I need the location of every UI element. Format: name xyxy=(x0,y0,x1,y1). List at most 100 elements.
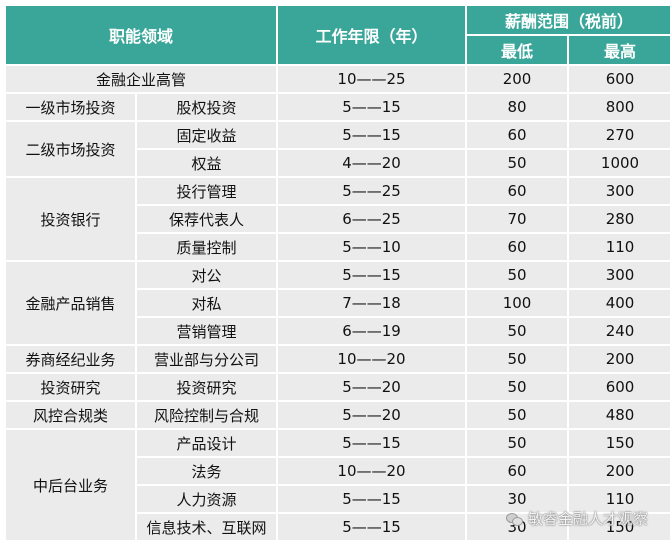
cell-max: 480 xyxy=(569,402,670,428)
table-row: 对私 7——18 100 400 xyxy=(6,290,670,316)
cell-years: 5——15 xyxy=(278,514,466,540)
cell-role: 营业部与分公司 xyxy=(137,346,277,372)
table-row: 一级市场投资 股权投资 5——15 80 800 xyxy=(6,94,670,120)
table-row: 券商经纪业务 营业部与分公司 10——20 50 200 xyxy=(6,346,670,372)
cell-years: 5——15 xyxy=(278,486,466,512)
cell-group: 风控合规类 xyxy=(6,402,135,428)
cell-group: 金融产品销售 xyxy=(6,262,135,344)
cell-max: 400 xyxy=(569,290,670,316)
cell-role: 股权投资 xyxy=(137,94,277,120)
header-max: 最高 xyxy=(569,36,670,64)
cell-role: 对私 xyxy=(137,290,277,316)
cell-min: 60 xyxy=(467,122,568,148)
cell-role: 投行管理 xyxy=(137,178,277,204)
cell-role: 权益 xyxy=(137,150,277,176)
cell-max: 300 xyxy=(569,178,670,204)
cell-min: 80 xyxy=(467,94,568,120)
table-row: 金融企业高管 10——25 200 600 xyxy=(6,66,670,92)
salary-table: 职能领域 工作年限（年） 薪酬范围（税前） 最低 最高 金融企业高管 10——2… xyxy=(4,4,670,542)
table-row: 营销管理 6——19 50 240 xyxy=(6,318,670,344)
cell-years: 5——15 xyxy=(278,94,466,120)
header-min: 最低 xyxy=(467,36,568,64)
cell-max: 150 xyxy=(569,514,670,540)
cell-role: 法务 xyxy=(137,458,277,484)
table-row: 投资研究 投资研究 5——20 50 600 xyxy=(6,374,670,400)
header-years: 工作年限（年） xyxy=(278,6,466,64)
watermark-text: 敏睿金融人才观察 xyxy=(527,510,648,528)
cell-years: 5——10 xyxy=(278,234,466,260)
cell-years: 10——20 xyxy=(278,458,466,484)
cell-years: 6——19 xyxy=(278,318,466,344)
cell-max: 280 xyxy=(569,206,670,232)
cell-max: 800 xyxy=(569,94,670,120)
cell-group: 二级市场投资 xyxy=(6,122,135,176)
table-row: 信息技术、互联网 5——15 30 150 xyxy=(6,514,670,540)
cell-min: 60 xyxy=(467,178,568,204)
cell-years: 10——20 xyxy=(278,346,466,372)
table-row: 中后台业务 产品设计 5——15 50 150 xyxy=(6,430,670,540)
cell-group: 中后台业务 xyxy=(6,430,135,540)
cell-group: 券商经纪业务 xyxy=(6,346,135,372)
table-row: 保荐代表人 6——25 70 280 xyxy=(6,206,670,232)
cell-max: 150 xyxy=(569,430,670,456)
header-salary: 薪酬范围（税前） xyxy=(467,6,670,34)
cell-min: 60 xyxy=(467,234,568,260)
cell-role: 人力资源 xyxy=(137,486,277,512)
cell-role: 投资研究 xyxy=(137,374,277,400)
cell-role: 风险控制与合规 xyxy=(137,402,277,428)
cell-max: 110 xyxy=(569,234,670,260)
cell-role: 对公 xyxy=(137,262,277,288)
cell-max: 200 xyxy=(569,346,670,372)
table-row: 权益 4——20 50 1000 xyxy=(6,150,670,176)
wechat-icon xyxy=(505,512,523,526)
table-row: 人力资源 5——15 30 110 xyxy=(6,486,670,512)
cell-group: 投资银行 xyxy=(6,178,135,260)
cell-years: 6——25 xyxy=(278,206,466,232)
cell-years: 5——25 xyxy=(278,178,466,204)
cell-group: 金融企业高管 xyxy=(6,66,277,92)
table-row: 法务 10——20 60 200 xyxy=(6,458,670,484)
cell-role: 产品设计 xyxy=(137,430,277,456)
cell-max: 270 xyxy=(569,122,670,148)
cell-max: 1000 xyxy=(569,150,670,176)
cell-years: 5——20 xyxy=(278,402,466,428)
table-row: 金融产品销售 对公 5——15 50 300 xyxy=(6,262,670,344)
table-row: 风控合规类 风险控制与合规 5——20 50 480 xyxy=(6,402,670,428)
cell-min: 70 xyxy=(467,206,568,232)
cell-max: 300 xyxy=(569,262,670,288)
cell-role: 营销管理 xyxy=(137,318,277,344)
cell-min: 100 xyxy=(467,290,568,316)
cell-max: 240 xyxy=(569,318,670,344)
cell-role: 保荐代表人 xyxy=(137,206,277,232)
cell-years: 7——18 xyxy=(278,290,466,316)
header-domain: 职能领域 xyxy=(6,6,277,64)
table-row: 投资银行 投行管理 5——25 60 300 xyxy=(6,178,670,260)
cell-max: 600 xyxy=(569,66,670,92)
cell-min: 50 xyxy=(467,150,568,176)
cell-min: 50 xyxy=(467,430,568,456)
cell-min: 200 xyxy=(467,66,568,92)
cell-max: 600 xyxy=(569,374,670,400)
cell-years: 5——20 xyxy=(278,374,466,400)
cell-years: 4——20 xyxy=(278,150,466,176)
cell-group: 一级市场投资 xyxy=(6,94,135,120)
table-row: 质量控制 5——10 60 110 xyxy=(6,234,670,260)
cell-years: 5——15 xyxy=(278,430,466,456)
cell-years: 5——15 xyxy=(278,122,466,148)
cell-min: 50 xyxy=(467,346,568,372)
cell-min: 60 xyxy=(467,458,568,484)
cell-max: 110 xyxy=(569,486,670,512)
cell-years: 10——25 xyxy=(278,66,466,92)
cell-min: 30 xyxy=(467,486,568,512)
table-row: 二级市场投资 固定收益 5——15 60 270 xyxy=(6,122,670,176)
cell-max: 200 xyxy=(569,458,670,484)
cell-role: 固定收益 xyxy=(137,122,277,148)
cell-role: 信息技术、互联网 xyxy=(137,514,277,540)
cell-min: 50 xyxy=(467,374,568,400)
cell-min: 50 xyxy=(467,402,568,428)
cell-min: 50 xyxy=(467,262,568,288)
cell-role: 质量控制 xyxy=(137,234,277,260)
watermark: 敏睿金融人才观察 xyxy=(505,508,648,529)
cell-years: 5——15 xyxy=(278,262,466,288)
cell-group: 投资研究 xyxy=(6,374,135,400)
